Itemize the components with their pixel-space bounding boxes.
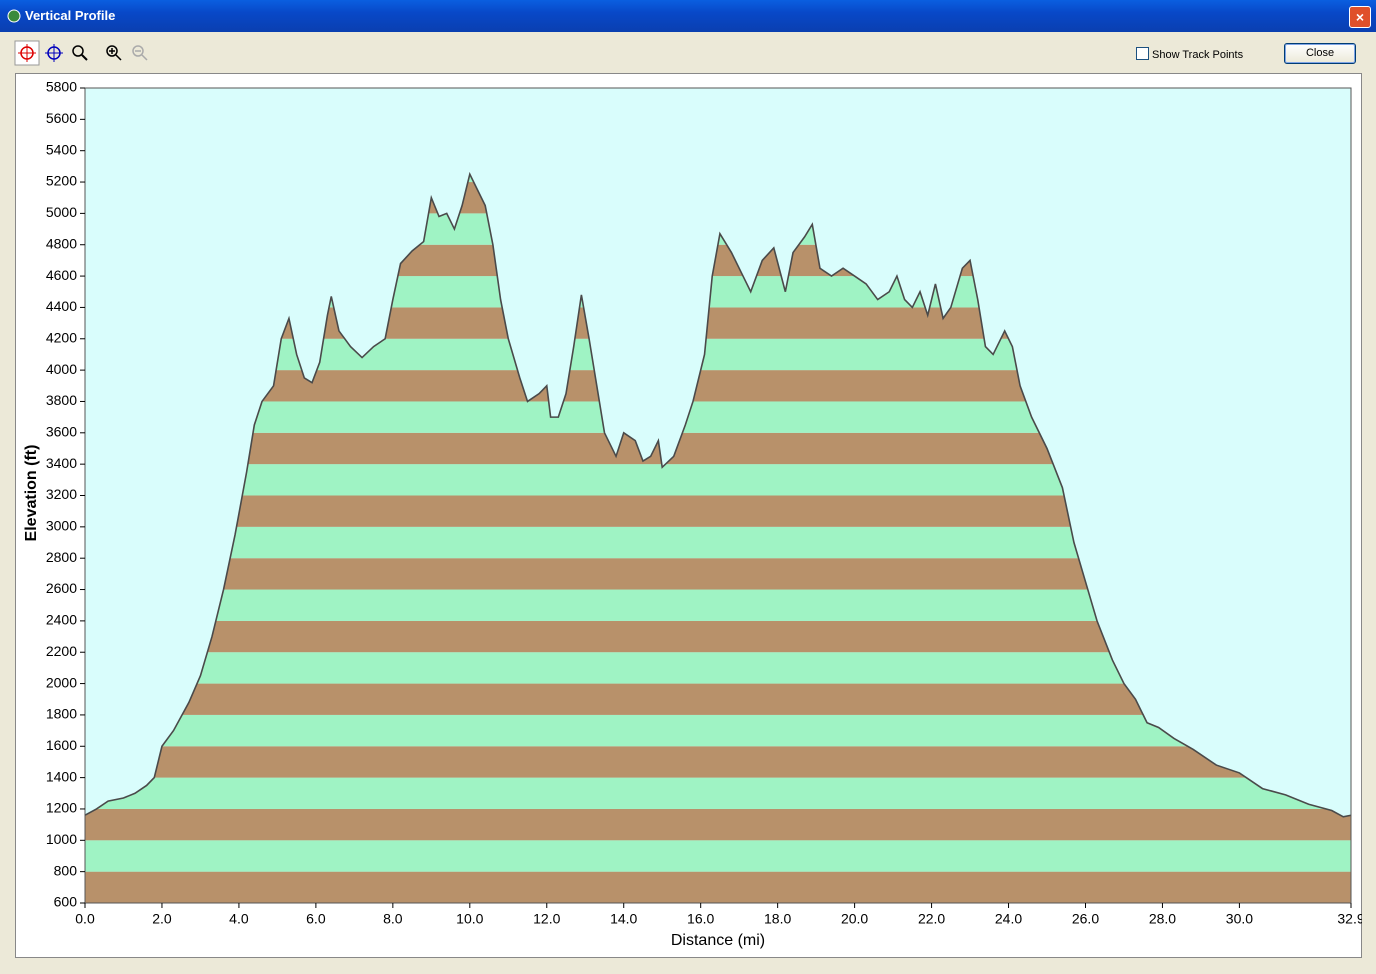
x-tick-label: 26.0 xyxy=(1072,911,1099,927)
close-button[interactable]: Close xyxy=(1284,43,1356,64)
x-tick-label: 14.0 xyxy=(610,911,637,927)
y-tick-label: 3600 xyxy=(46,424,77,440)
x-tick-label: 32.9 xyxy=(1337,911,1362,927)
y-tick-label: 1000 xyxy=(46,831,77,847)
y-tick-label: 4600 xyxy=(46,267,77,283)
y-tick-label: 600 xyxy=(54,894,78,910)
y-tick-label: 3000 xyxy=(46,518,77,534)
y-tick-label: 1800 xyxy=(46,706,77,722)
x-tick-label: 10.0 xyxy=(456,911,483,927)
tool-zoom-out[interactable] xyxy=(132,45,144,57)
x-tick-label: 16.0 xyxy=(687,911,714,927)
window-title: Vertical Profile xyxy=(25,8,116,23)
y-tick-label: 2000 xyxy=(46,674,77,690)
elevation-band xyxy=(85,714,1351,747)
y-tick-label: 4000 xyxy=(46,361,77,377)
x-tick-label: 2.0 xyxy=(152,911,172,927)
y-tick-label: 5800 xyxy=(46,79,77,95)
y-tick-label: 3400 xyxy=(46,455,77,471)
elevation-band xyxy=(85,871,1351,903)
y-tick-label: 800 xyxy=(54,862,78,878)
show-track-points[interactable]: Show Track Points xyxy=(1136,47,1243,61)
x-tick-label: 22.0 xyxy=(918,911,945,927)
toolbar xyxy=(14,40,148,66)
elevation-band xyxy=(85,808,1351,841)
checkbox-label: Show Track Points xyxy=(1152,49,1244,61)
y-tick-label: 4400 xyxy=(46,298,77,314)
x-tick-label: 6.0 xyxy=(306,911,326,927)
x-tick-label: 28.0 xyxy=(1149,911,1176,927)
y-tick-label: 2600 xyxy=(46,580,77,596)
x-axis-label: Distance (mi) xyxy=(671,932,765,949)
y-tick-label: 5200 xyxy=(46,173,77,189)
x-tick-label: 30.0 xyxy=(1226,911,1253,927)
x-tick-label: 24.0 xyxy=(995,911,1022,927)
y-tick-label: 3200 xyxy=(46,486,77,502)
y-tick-label: 4800 xyxy=(46,235,77,251)
y-tick-label: 1400 xyxy=(46,768,77,784)
y-axis-label: Elevation (ft) xyxy=(23,445,40,542)
app-icon xyxy=(7,9,21,23)
elevation-band xyxy=(85,746,1351,778)
y-tick-label: 1600 xyxy=(46,737,77,753)
x-tick-label: 8.0 xyxy=(383,911,403,927)
tool-zoom-box[interactable] xyxy=(72,45,84,57)
y-tick-label: 2400 xyxy=(46,612,77,628)
close-window-button[interactable]: × xyxy=(1349,6,1371,28)
title-bar: Vertical Profile × xyxy=(0,0,1376,32)
x-tick-label: 0.0 xyxy=(75,911,95,927)
chart: Elevation (ft) Distance (mi) 600 800 1000 1… xyxy=(15,73,1362,958)
y-tick-label: 1200 xyxy=(46,800,77,816)
y-tick-label: 3800 xyxy=(46,392,77,408)
x-tick-label: 12.0 xyxy=(533,911,560,927)
y-tick-label: 5400 xyxy=(46,141,77,157)
y-tick-label: 5000 xyxy=(46,204,77,220)
x-tick-label: 20.0 xyxy=(841,911,868,927)
y-tick-label: 4200 xyxy=(46,329,77,345)
x-tick-label: 4.0 xyxy=(229,911,249,927)
y-tick-label: 5600 xyxy=(46,110,77,126)
elevation-line xyxy=(84,171,1352,818)
elevation-band xyxy=(85,840,1351,872)
y-tick-label: 2800 xyxy=(46,549,77,565)
elevation-band xyxy=(85,777,1351,809)
y-tick-label: 2200 xyxy=(46,643,77,659)
tool-zoom-in[interactable] xyxy=(106,45,118,57)
x-tick-label: 18.0 xyxy=(764,911,791,927)
